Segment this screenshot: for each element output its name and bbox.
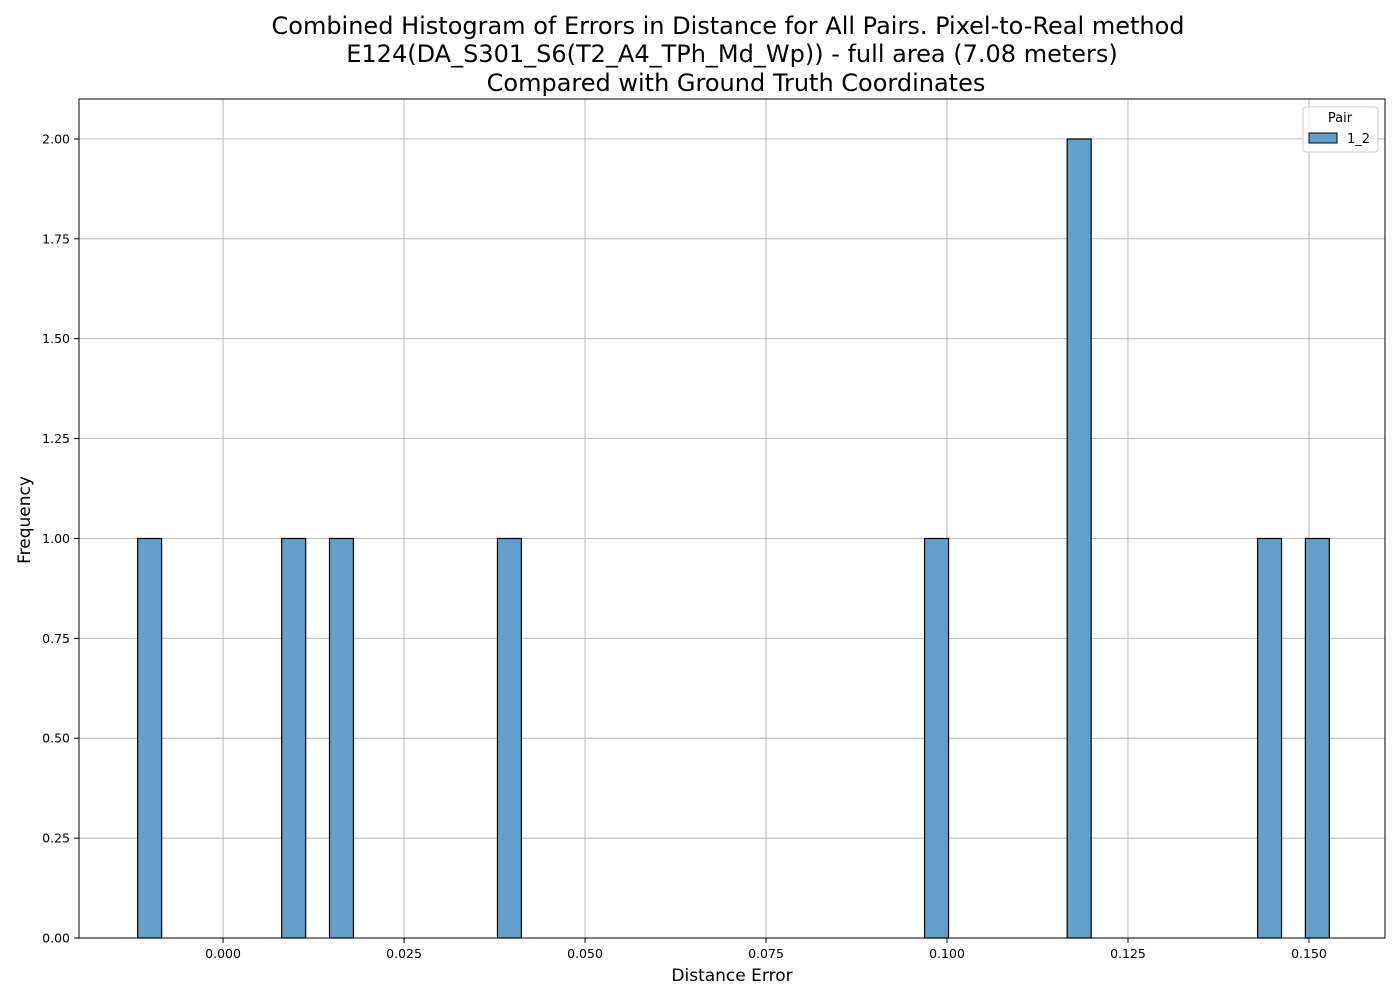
chart-title: Combined Histogram of Errors in Distance… xyxy=(272,12,1185,97)
x-tick-label: 0.125 xyxy=(1110,946,1146,961)
y-tick-label: 0.00 xyxy=(42,931,70,946)
legend-title: Pair xyxy=(1328,111,1353,126)
plot-area-frame xyxy=(78,98,1386,939)
grid-lines xyxy=(79,99,1385,939)
histogram-bar xyxy=(281,537,307,939)
y-tick-label: 1.25 xyxy=(42,431,70,446)
x-tick-label: 0.050 xyxy=(567,946,603,961)
chart-title-line-3: Compared with Ground Truth Coordinates xyxy=(487,69,986,97)
y-tick-label: 2.00 xyxy=(42,131,70,146)
x-tick-label: 0.075 xyxy=(748,946,784,961)
histogram-bar xyxy=(923,537,950,939)
x-tick-label: 0.100 xyxy=(929,946,965,961)
y-tick-label: 0.75 xyxy=(42,631,70,646)
histogram-bar xyxy=(328,537,355,939)
x-tick-label: 0.150 xyxy=(1291,946,1327,961)
x-tick-label: 0.000 xyxy=(205,946,241,961)
y-tick-label: 1.75 xyxy=(42,231,70,246)
histogram-bars xyxy=(137,138,1330,939)
legend: Pair 1_2 xyxy=(1302,106,1379,153)
x-axis-ticks: 0.000 0.025 0.050 0.075 0.100 0.125 0.150 xyxy=(205,938,1327,961)
histogram-bar xyxy=(1256,537,1283,939)
x-tick-label: 0.025 xyxy=(386,946,422,961)
histogram-bar xyxy=(137,537,163,939)
y-tick-label: 0.25 xyxy=(42,831,70,846)
y-tick-label: 1.00 xyxy=(42,531,70,546)
x-axis-label: Distance Error xyxy=(671,966,792,986)
legend-label-1-2: 1_2 xyxy=(1347,132,1370,147)
histogram-bar xyxy=(496,537,523,939)
y-axis-ticks: 0.00 0.25 0.50 0.75 1.00 1.25 1.50 1.75 2.00 xyxy=(42,131,79,946)
y-tick-label: 1.50 xyxy=(42,331,70,346)
y-axis-label: Frequency xyxy=(15,476,35,564)
chart-title-line-2: E124(DA_S301_S6(T2_A4_TPh_Md_Wp)) - full… xyxy=(346,40,1118,68)
histogram-bar xyxy=(1066,138,1092,939)
histogram-bar xyxy=(1304,537,1330,939)
y-tick-label: 0.50 xyxy=(42,731,70,746)
chart-title-line-1: Combined Histogram of Errors in Distance… xyxy=(272,12,1185,40)
legend-swatch-1-2 xyxy=(1308,132,1338,144)
